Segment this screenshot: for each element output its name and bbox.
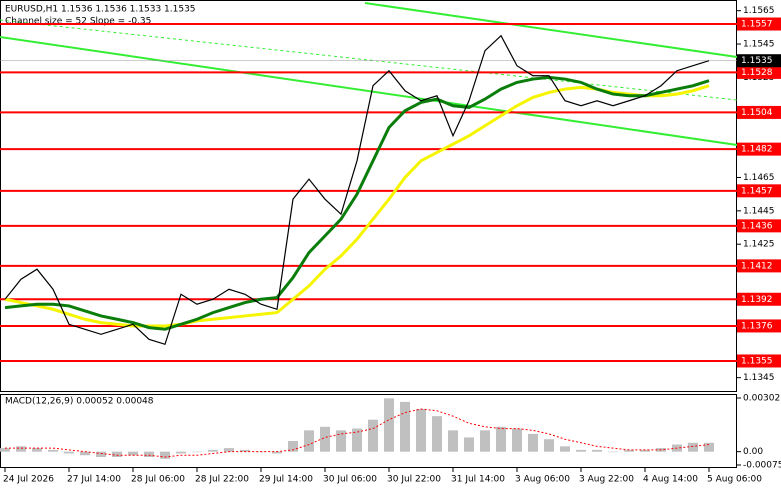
- last-price-box: [737, 54, 781, 68]
- level-label-box: [737, 105, 781, 119]
- macd-bar: [400, 401, 410, 452]
- macd-bar: [0, 448, 10, 452]
- x-tick-label: 30 Jul 22:00: [387, 475, 441, 485]
- macd-bar: [48, 449, 58, 452]
- macd-bar: [352, 428, 362, 452]
- macd-bar: [336, 430, 346, 452]
- moving-average: [4, 75, 710, 331]
- level-label-box: [737, 65, 781, 79]
- macd-bar: [320, 426, 330, 452]
- macd-bar: [192, 451, 202, 453]
- y-tick-label: 1.1345: [743, 373, 775, 383]
- macd-bar: [80, 451, 90, 456]
- level-label: 1.1457: [741, 186, 773, 196]
- x-tick-label: 5 Aug 06:00: [707, 475, 762, 485]
- level-label-box: [737, 219, 781, 233]
- x-tick-label: 27 Jul 14:00: [67, 475, 121, 485]
- signal-line: [5, 408, 710, 458]
- macd-bar: [64, 451, 74, 454]
- level-label-box: [737, 184, 781, 198]
- y-tick-label: 1.1565: [743, 6, 775, 16]
- macd-frame: [0, 394, 737, 468]
- macd-bar: [624, 449, 634, 452]
- macd-title: MACD(12,26,9) 0.00052 0.00048: [5, 397, 154, 407]
- macd-bar: [304, 430, 314, 452]
- macd-bar: [272, 451, 282, 454]
- macd-bar: [96, 451, 106, 458]
- macd-bar: [224, 448, 234, 452]
- moving-average: [4, 84, 710, 328]
- macd-bar: [240, 449, 250, 452]
- level-label: 1.1482: [741, 145, 773, 155]
- macd-bar: [496, 426, 506, 452]
- x-tick-label: 3 Aug 22:00: [579, 475, 634, 485]
- header-title: EURUSD,H1 1.1536 1.1536 1.1533 1.1535: [5, 5, 196, 15]
- price-frame: [0, 0, 737, 392]
- macd-bar: [288, 441, 298, 452]
- y-tick-label: 0.00: [743, 447, 763, 457]
- macd-bar: [144, 451, 154, 458]
- macd-bar: [512, 428, 522, 452]
- y-tick-label: -0.00075: [743, 461, 781, 471]
- last-price-label: 1.1535: [741, 56, 773, 66]
- x-tick-label: 28 Jul 22:00: [195, 475, 249, 485]
- macd-bar: [592, 449, 602, 452]
- macd-bar: [208, 449, 218, 452]
- macd-bar: [368, 419, 378, 452]
- level-label: 1.1355: [741, 356, 773, 366]
- macd-bar: [448, 430, 458, 452]
- macd-bar: [32, 448, 42, 452]
- x-tick-label: 29 Jul 14:00: [259, 475, 313, 485]
- level-label-box: [737, 354, 781, 368]
- level-label-box: [737, 17, 781, 31]
- x-tick-label: 31 Jul 14:00: [451, 475, 505, 485]
- level-label-box: [737, 142, 781, 156]
- macd-bar: [416, 409, 426, 452]
- y-tick-label: 1.1545: [743, 40, 775, 50]
- x-tick-label: 30 Jul 06:00: [323, 475, 377, 485]
- level-label: 1.1412: [741, 261, 773, 271]
- channel-lower: [0, 36, 738, 146]
- macd-bar: [16, 446, 26, 452]
- macd-bar: [544, 439, 554, 452]
- y-tick-label: 0.00302: [743, 394, 780, 404]
- macd-bar: [608, 451, 618, 453]
- header-subtitle: Channel size = 52 Slope = -0.35: [5, 17, 151, 27]
- macd-bar: [464, 437, 474, 452]
- level-label-box: [737, 259, 781, 273]
- y-tick-label: 1.1465: [743, 173, 775, 183]
- macd-bar: [480, 430, 490, 452]
- price-line: [4, 34, 710, 346]
- level-label: 1.1557: [741, 20, 773, 30]
- macd-bar: [112, 451, 122, 458]
- macd-bar: [128, 451, 138, 456]
- level-label-box: [737, 292, 781, 306]
- macd-bar: [576, 449, 586, 452]
- x-tick-label: 28 Jul 06:00: [131, 475, 185, 485]
- y-tick-label: 1.1425: [743, 240, 775, 250]
- y-tick-label: 1.1445: [743, 206, 775, 216]
- macd-bar: [176, 451, 186, 454]
- level-label: 1.1436: [741, 221, 773, 231]
- macd-bar: [160, 451, 170, 459]
- x-tick-label: 3 Aug 06:00: [515, 475, 570, 485]
- macd-bar: [432, 416, 442, 452]
- level-label: 1.1392: [741, 295, 773, 305]
- x-tick-label: 24 Jul 2026: [3, 475, 54, 485]
- x-tick-label: 4 Aug 14:00: [643, 475, 698, 485]
- level-label: 1.1504: [741, 108, 773, 118]
- macd-bar: [384, 398, 394, 452]
- macd-bar: [528, 433, 538, 452]
- macd-bar: [688, 442, 698, 452]
- macd-bar: [640, 449, 650, 452]
- level-label: 1.1376: [741, 321, 773, 331]
- level-label-box: [737, 319, 781, 333]
- channel-upper: [364, 2, 738, 58]
- level-label: 1.1528: [741, 68, 773, 78]
- macd-bar: [704, 442, 714, 452]
- macd-bar: [560, 446, 570, 452]
